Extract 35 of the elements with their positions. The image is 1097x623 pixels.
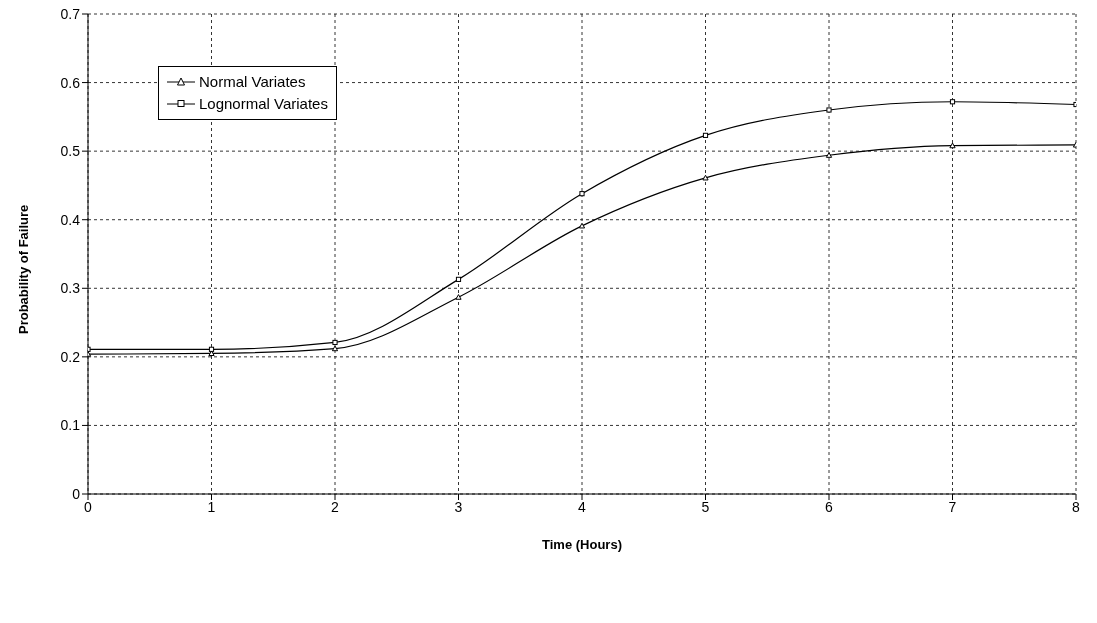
point (579, 191, 585, 197)
point (702, 174, 709, 181)
point (949, 142, 956, 149)
x-tick-label: 3 (454, 498, 463, 515)
point (332, 339, 338, 346)
point (826, 107, 832, 113)
y-tick-label: 0.4 (60, 211, 81, 228)
x-tick-label: 8 (1072, 498, 1081, 515)
x-axis-title: Time (Hours) (542, 537, 622, 552)
point (208, 346, 215, 352)
y-axis-title: Probability of Failure (15, 204, 31, 334)
legend-label: Lognormal Variates (199, 94, 328, 114)
y-tick-label: 0.2 (60, 348, 81, 365)
legend-label: Normal Variates (199, 72, 306, 92)
y-tick-label: 0.7 (60, 5, 81, 22)
y-tick-label: 0.3 (60, 280, 81, 297)
point (825, 152, 833, 158)
point (331, 345, 339, 352)
x-tick-label: 0 (84, 498, 93, 515)
x-tick-label: 6 (825, 498, 834, 515)
y-tick-label: 0.6 (60, 74, 81, 91)
point (208, 350, 215, 357)
point (949, 99, 956, 105)
x-tick-label: 7 (948, 498, 957, 515)
x-tick-label: 2 (331, 498, 340, 515)
point (702, 132, 709, 138)
x-tick-label: 4 (578, 498, 587, 515)
point (578, 222, 586, 229)
y-tick-label: 0.1 (60, 417, 81, 434)
x-tick-label: 5 (701, 498, 710, 515)
point (455, 294, 462, 300)
x-tick-label: 1 (207, 498, 216, 515)
y-tick-label: 0.5 (60, 143, 81, 160)
point (455, 276, 462, 282)
y-tick-label: 0 (72, 485, 81, 502)
